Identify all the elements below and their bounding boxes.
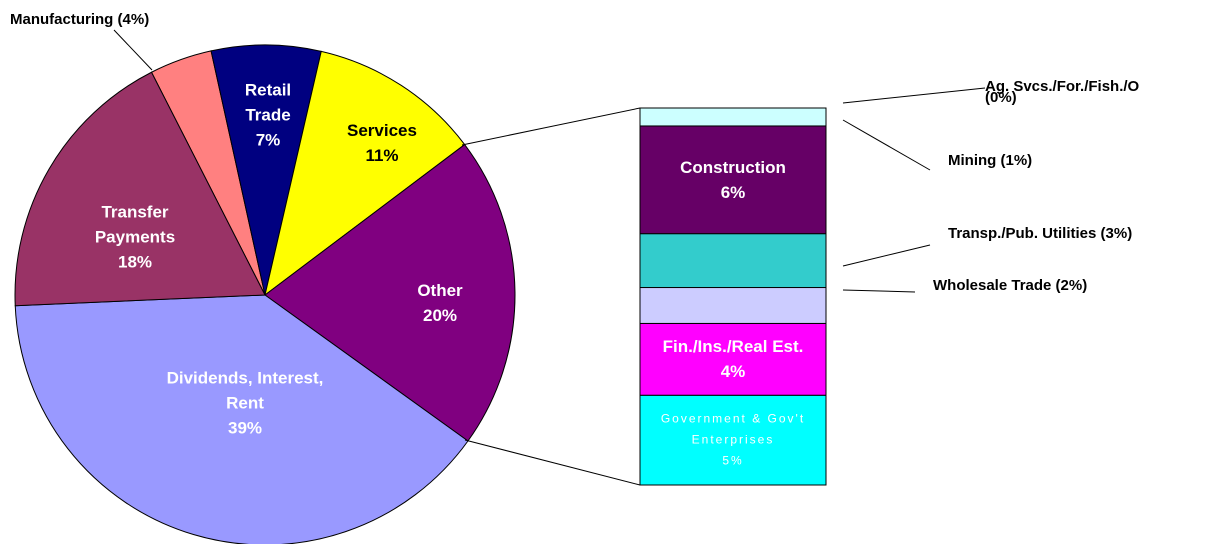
leader-line: [842, 244, 931, 267]
segment-name: Transp./Pub. Utilities: [948, 225, 1097, 242]
slice-name: Services: [347, 121, 417, 140]
slice-name: Other: [417, 281, 463, 300]
segment-value: 5%: [722, 453, 744, 468]
segment-name: Fin./Ins./Real Est.: [662, 337, 804, 357]
slice-value: 7%: [255, 130, 281, 150]
pie-slice: [210, 44, 322, 296]
segment-value: 6%: [720, 182, 746, 202]
segment-value: 4%: [720, 362, 746, 382]
leader-line: [113, 29, 153, 71]
segment-label: Ag. Svcs./For./Fish./O (0%): [985, 78, 1140, 106]
leader-line: [842, 119, 931, 171]
segment-label: Fin./Ins./Real Est. 4%: [640, 334, 826, 384]
slice-label: Dividends, Interest, Rent 39%: [160, 366, 330, 441]
pie-slice: [14, 71, 266, 307]
leader-line: [842, 289, 916, 293]
segment-value: (0%): [985, 89, 1017, 106]
slice-label: Retail Trade 7%: [233, 78, 303, 153]
bar-segment: [639, 394, 827, 486]
segment-label: Wholesale Trade (2%): [933, 278, 1087, 293]
slice-value: 20%: [422, 306, 458, 325]
bar-segment: [639, 107, 827, 127]
slice-label: Other 20%: [385, 278, 495, 328]
pie-slice: [14, 294, 469, 544]
pie-slice: [264, 50, 466, 297]
slice-label: Services 11%: [327, 118, 437, 168]
segment-name: Ag. Svcs./For./Fish./O: [985, 78, 1140, 95]
bar-segment: [639, 322, 827, 396]
connector-line: [461, 107, 641, 146]
slice-value: 39%: [227, 418, 263, 438]
slice-value: 18%: [117, 252, 153, 272]
pie-slice: [264, 143, 516, 442]
slice-name: Dividends, Interest, Rent: [166, 368, 324, 413]
bar-segment: [639, 287, 827, 324]
segment-value: (3%): [1100, 225, 1133, 242]
slice-label: Transfer Payments 18%: [70, 200, 200, 275]
segment-name: Government & Gov't Enterprises: [660, 411, 806, 447]
slice-name: Manufacturing: [10, 11, 114, 28]
segment-label: Construction 6%: [640, 155, 826, 205]
connector-line: [464, 439, 641, 486]
segment-name: Wholesale Trade: [933, 277, 1052, 294]
slice-value: (4%): [117, 11, 150, 28]
bar-segment: [639, 233, 827, 289]
slice-value: 11%: [365, 146, 399, 165]
bar-segment: [639, 125, 827, 235]
slice-name: Retail Trade: [244, 80, 292, 125]
leader-line: [842, 87, 986, 104]
segment-label: Government & Gov't Enterprises 5%: [640, 409, 826, 472]
segment-name: Construction: [680, 157, 786, 177]
segment-value: (1%): [1000, 152, 1033, 169]
segment-label: Transp./Pub. Utilities (3%): [948, 226, 1132, 241]
segment-name: Mining: [948, 152, 997, 169]
slice-label: Manufacturing (4%): [10, 12, 149, 27]
segment-label: Mining (1%): [948, 153, 1032, 168]
slice-name: Transfer Payments: [94, 202, 176, 247]
segment-value: (2%): [1055, 277, 1088, 294]
